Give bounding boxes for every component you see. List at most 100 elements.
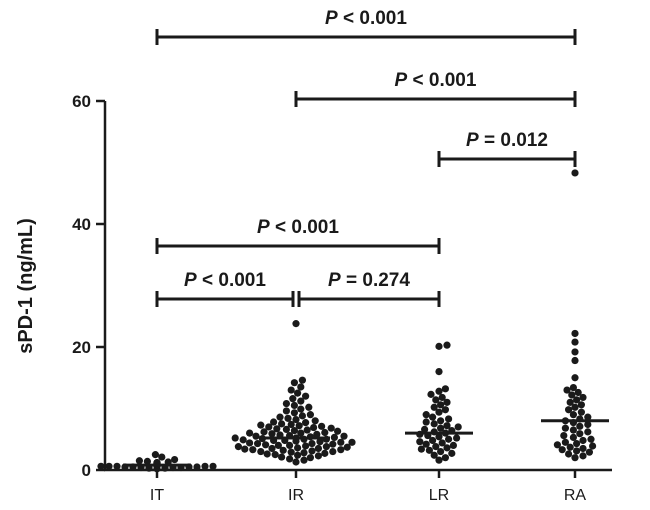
data-point (298, 376, 306, 384)
data-point (271, 451, 279, 459)
data-point (268, 444, 276, 453)
data-point (297, 405, 305, 413)
data-point (329, 440, 337, 448)
data-point (327, 424, 335, 432)
data-point (430, 403, 438, 411)
data-point (300, 456, 308, 464)
data-point (422, 418, 430, 426)
data-point (234, 443, 242, 451)
data-point (294, 451, 302, 459)
data-point (310, 423, 318, 432)
p-value-label: P < 0.001 (395, 70, 477, 91)
data-point (340, 432, 348, 440)
significance-bracket: P < 0.001 (294, 70, 577, 107)
data-point (313, 430, 321, 438)
data-point (437, 447, 445, 456)
data-point (571, 169, 579, 177)
data-point (429, 413, 437, 421)
y-tick-label: 0 (82, 461, 91, 480)
significance-bracket: P < 0.001 (155, 270, 295, 307)
data-point (569, 426, 578, 434)
data-point (445, 435, 453, 443)
data-point (584, 420, 592, 429)
data-point (435, 368, 443, 376)
data-point (571, 356, 579, 365)
data-point (322, 443, 330, 451)
data-point (561, 438, 570, 446)
data-point (448, 449, 456, 457)
data-point (329, 447, 337, 456)
data-point (278, 453, 286, 461)
data-point (445, 415, 453, 423)
data-point (425, 446, 433, 454)
data-point (579, 444, 587, 453)
data-point (321, 449, 329, 457)
data-point (584, 428, 592, 436)
data-point (282, 399, 290, 408)
data-point (201, 462, 209, 470)
p-symbol: P (466, 130, 479, 151)
data-point (427, 390, 435, 398)
data-point (239, 436, 247, 444)
p-symbol: P (328, 270, 341, 291)
data-point (287, 420, 295, 429)
data-point (432, 396, 440, 404)
data-point (268, 430, 276, 438)
data-point (585, 448, 594, 456)
data-point (577, 401, 586, 409)
data-point (300, 449, 308, 457)
data-point (438, 393, 446, 402)
x-tick-label: LR (429, 487, 449, 504)
data-point (337, 446, 345, 454)
data-point (561, 424, 570, 432)
data-point (246, 439, 254, 447)
data-point (158, 453, 166, 461)
data-point (454, 423, 462, 431)
data-point (438, 439, 446, 447)
data-point (571, 348, 579, 356)
data-point (97, 462, 105, 470)
data-point (209, 462, 217, 470)
data-point (298, 412, 306, 420)
p-value-text: < 0.001 (338, 8, 408, 29)
p-value-label: P = 0.012 (466, 130, 548, 151)
data-point (263, 450, 271, 458)
data-point (569, 411, 578, 419)
x-tick-label: IR (288, 487, 304, 504)
data-point (576, 422, 584, 430)
data-point (306, 454, 314, 462)
data-point (571, 403, 579, 411)
data-point (569, 383, 578, 392)
data-point (282, 407, 290, 415)
data-point (432, 443, 440, 451)
p-value-label: P = 0.274 (328, 270, 410, 291)
data-point (571, 329, 579, 338)
data-point (254, 439, 262, 448)
data-point (286, 441, 294, 449)
data-point (278, 420, 286, 428)
data-point (435, 387, 443, 395)
data-point (437, 401, 445, 409)
data-point (343, 443, 351, 451)
p-value-label: P < 0.001 (184, 270, 266, 291)
p-symbol: P (184, 270, 197, 291)
data-point (113, 462, 121, 470)
data-point (276, 413, 284, 421)
data-point (566, 443, 574, 451)
data-point (292, 320, 300, 328)
data-point (568, 391, 576, 399)
data-point (577, 408, 586, 416)
data-point (105, 462, 113, 470)
data-point (257, 447, 265, 456)
data-point (565, 450, 573, 458)
y-tick-label: 20 (72, 338, 91, 357)
data-point (443, 398, 451, 406)
data-point (573, 396, 581, 404)
data-point (422, 440, 430, 448)
data-point (249, 446, 257, 454)
median-lines (123, 419, 609, 467)
data-point (566, 398, 574, 406)
p-value-text: < 0.001 (407, 70, 477, 91)
data-point (571, 374, 579, 382)
